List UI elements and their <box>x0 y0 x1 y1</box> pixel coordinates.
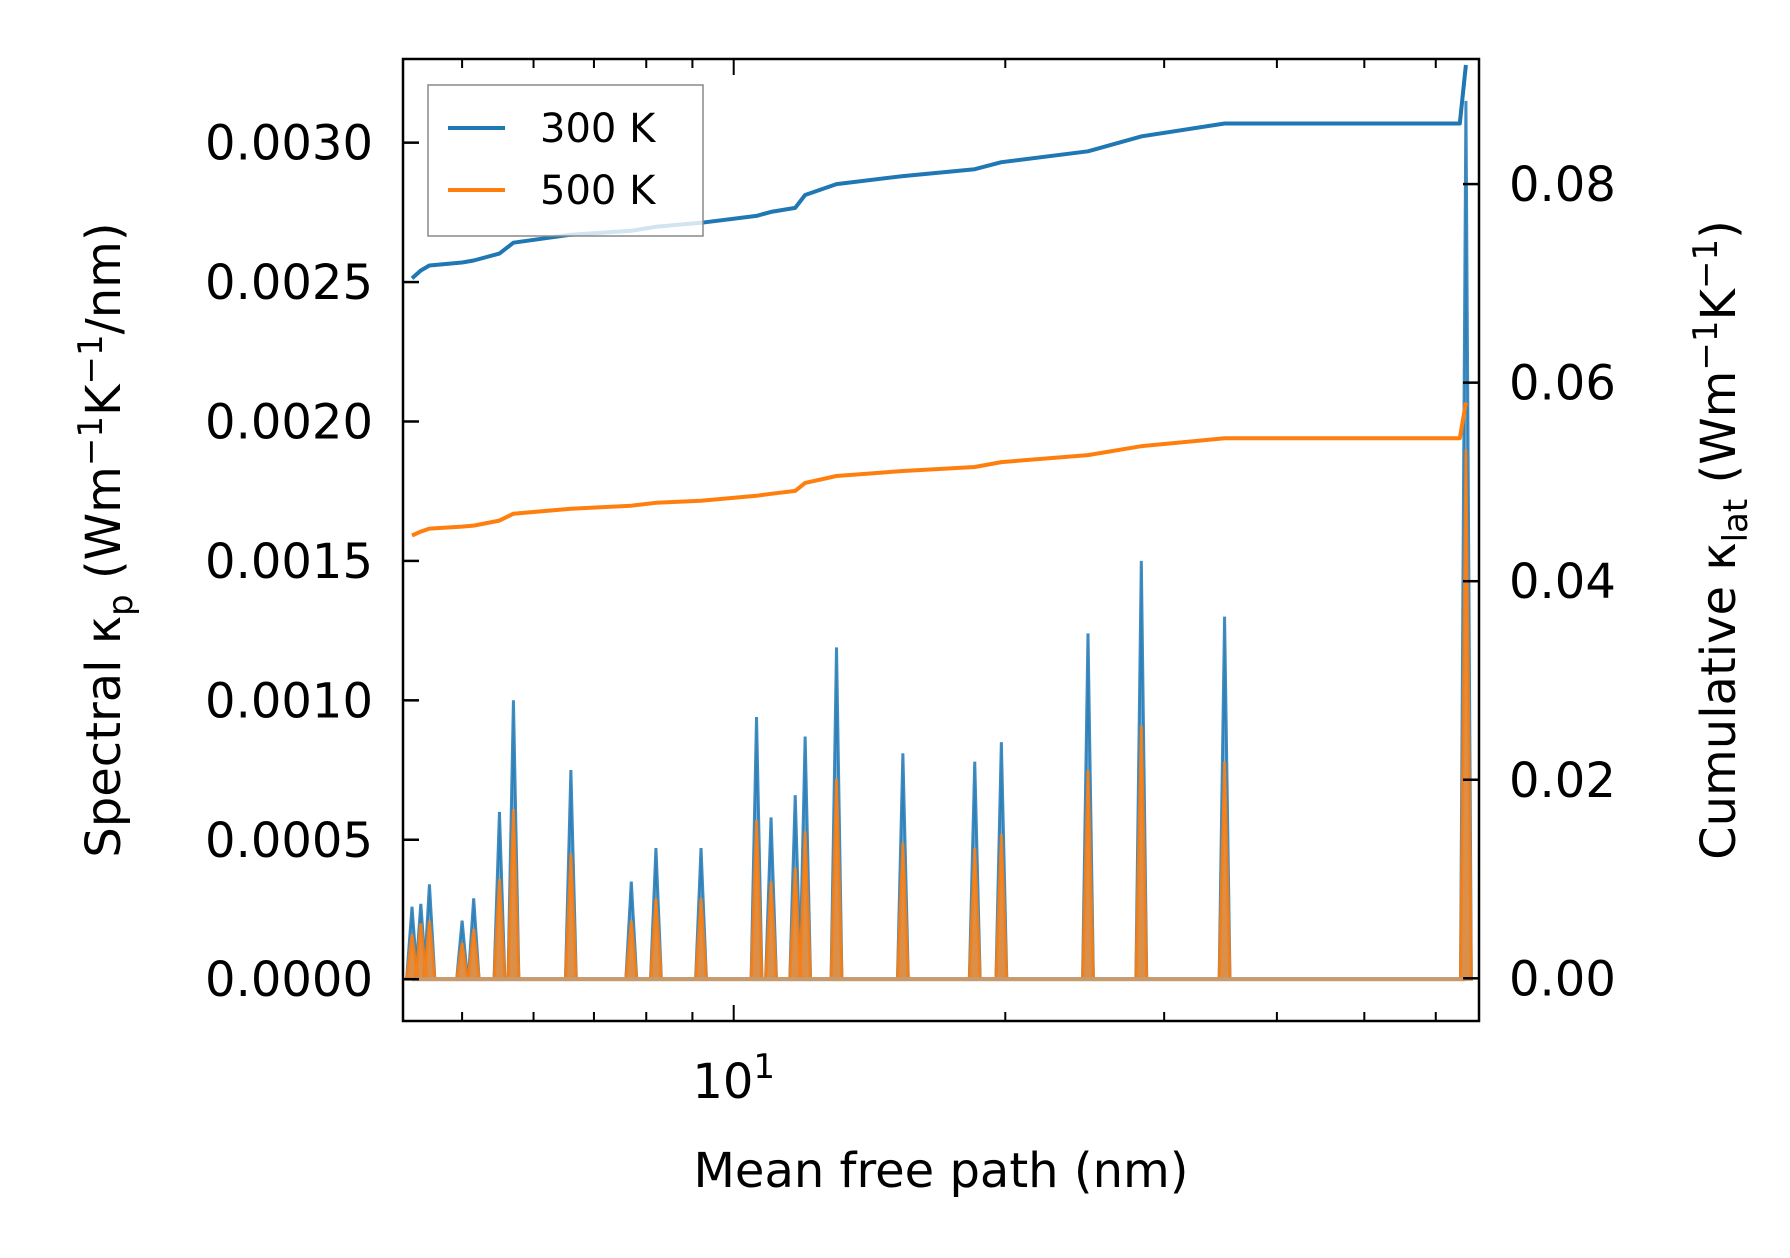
ticks-layer: 0.0000 0.0005 0.0010 0.0015 0.0020 0.0025 0.00… <box>205 59 1616 1110</box>
y-left-tick-label: 0.0025 <box>205 255 373 311</box>
legend-box <box>427 84 704 237</box>
y-right-tick-label: 0.02 <box>1509 753 1616 809</box>
cumulative-layer <box>410 64 1468 538</box>
y-right-tick-label: 0.04 <box>1509 554 1616 610</box>
y-axis-label-right: Cumulative κlat (Wm−1K−1) <box>1686 220 1756 860</box>
cumulative-line-300k <box>410 64 1468 280</box>
plot-frame <box>401 57 1481 1023</box>
y-right-tick-label: 0.06 <box>1509 356 1616 412</box>
y-left-tick-label: 0.0020 <box>205 394 373 450</box>
y-left-tick-label: 0.0005 <box>205 813 373 869</box>
spectral-series-500k <box>404 449 1473 982</box>
spectral-layer <box>404 100 1473 982</box>
y-axis-label-left: Spectral κp (Wm−1K−1/nm) <box>71 222 141 857</box>
y-right-tick-label: 0.00 <box>1509 951 1616 1007</box>
x-axis-label: Mean free path (nm) <box>694 1143 1189 1199</box>
legend-label-500k: 500 K <box>540 168 657 214</box>
legend: 300 K 500 K <box>427 84 704 237</box>
y-left-tick-label: 0.0030 <box>205 116 373 172</box>
x-tick-label: 101 <box>692 1047 775 1110</box>
cumulative-line-500k <box>411 402 1468 538</box>
y-left-tick-label: 0.0010 <box>205 673 373 729</box>
legend-label-300k: 300 K <box>540 106 657 152</box>
y-right-tick-label: 0.08 <box>1509 157 1616 213</box>
y-left-tick-label: 0.0000 <box>205 952 373 1008</box>
y-left-tick-label: 0.0015 <box>205 534 373 590</box>
